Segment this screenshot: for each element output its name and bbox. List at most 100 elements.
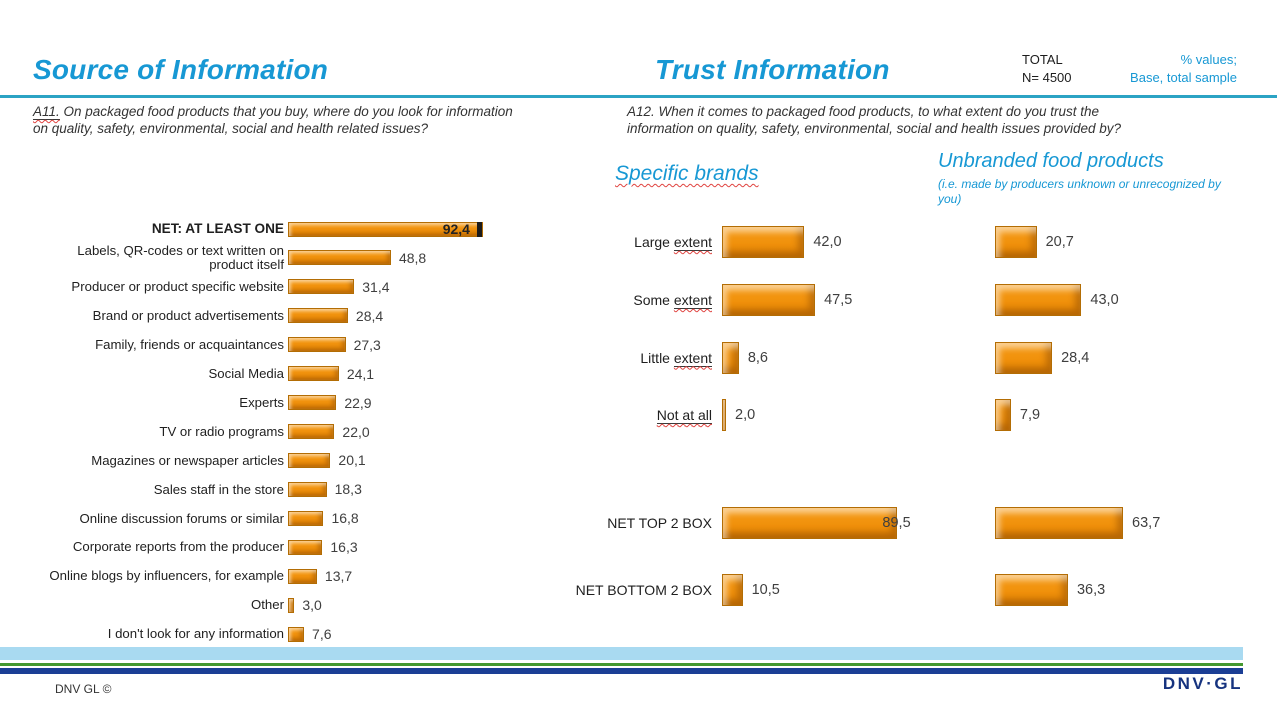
value-label: 48,8 — [398, 249, 427, 266]
chart-row: Corporate reports from the producer 16,3 — [36, 533, 358, 562]
bar — [288, 308, 348, 324]
bar — [288, 597, 295, 613]
chart-row: Brand or product advertisements 28,4 — [36, 301, 384, 330]
scale-label: Large extent — [634, 234, 712, 251]
value-label: 16,8 — [331, 510, 359, 527]
chart-row: Sales staff in the store 18,3 — [36, 475, 362, 504]
bar — [722, 341, 739, 374]
bar — [288, 250, 391, 266]
footer-band-lightblue — [0, 647, 1243, 660]
value-label: 31,4 — [362, 278, 390, 295]
bar — [722, 226, 805, 258]
bar — [995, 574, 1068, 606]
bar — [288, 337, 346, 353]
bar — [995, 226, 1037, 258]
category-label: Family, friends or acquaintances — [95, 336, 284, 352]
category-label: Magazines or newspaper articles — [91, 452, 284, 468]
values-note: % values; Base, total sample — [1130, 51, 1237, 87]
bar — [288, 626, 305, 642]
category-label: Online blogs by influencers, for example — [49, 568, 284, 584]
chart-row: Family, friends or acquaintances 27,3 — [36, 330, 381, 359]
question-a11: A11. On packaged food products that you … — [33, 103, 608, 137]
chart-row: Online discussion forums or similar 16,8 — [36, 504, 359, 533]
scale-label: NET TOP 2 BOX — [607, 515, 712, 531]
chart-row: 43,0 — [995, 284, 1119, 316]
values-note-line2: Base, total sample — [1130, 70, 1237, 85]
bar — [288, 366, 339, 382]
bar — [288, 279, 355, 295]
values-note-line1: % values; — [1180, 52, 1237, 67]
footer-band-navy — [0, 668, 1243, 674]
value-label: 20,7 — [1045, 234, 1074, 250]
value-label: 2,0 — [735, 407, 756, 423]
total-label: TOTAL — [1022, 52, 1063, 67]
bar — [722, 284, 816, 316]
unbranded-products-heading: Unbranded food products — [938, 150, 1164, 172]
value-label: 42,0 — [813, 234, 842, 250]
category-label: Sales staff in the store — [153, 481, 284, 497]
question-a12-line2: information on quality, safety, environm… — [627, 121, 1122, 136]
chart-row: 10,5 — [722, 574, 780, 606]
chart-row: NET: AT LEAST ONE 92,4 — [36, 215, 483, 244]
bar: 92,4 — [288, 221, 483, 237]
scale-label: Some extent — [633, 292, 712, 309]
chart-row: Labels, QR-codes or text written on produ… — [36, 243, 426, 272]
value-label: 43,0 — [1090, 292, 1119, 308]
dnv-gl-logo: DNV·GL — [1162, 674, 1243, 693]
value-label: 47,5 — [824, 292, 853, 308]
footer-band-green — [0, 663, 1243, 666]
value-label: 89,5 — [882, 515, 911, 531]
category-label: Brand or product advertisements — [92, 308, 284, 324]
bar — [995, 507, 1124, 539]
question-a11-line2: on quality, safety, environmental, socia… — [33, 121, 428, 136]
value-label: 28,4 — [1061, 349, 1090, 366]
bar — [288, 568, 317, 584]
bar — [995, 284, 1082, 316]
value-label: 10,5 — [751, 582, 780, 598]
category-label: Producer or product specific website — [71, 279, 284, 295]
chart-row: 63,7 — [995, 507, 1160, 539]
scale-label: Not at all — [656, 407, 712, 424]
question-a12-line1: A12. When it comes to packaged food prod… — [627, 104, 1100, 119]
chart-row: I don't look for any information 7,6 — [36, 620, 332, 649]
chart-row: Other 3,0 — [36, 591, 322, 620]
chart-row: 47,5 — [722, 284, 852, 316]
specific-brands-heading: Specific brands — [615, 162, 759, 185]
bar — [288, 481, 327, 497]
value-label: 27,3 — [353, 336, 381, 353]
chart-row: 20,7 — [995, 226, 1074, 258]
value-label: 92,4 — [442, 221, 470, 237]
chart-row: 28,4 — [995, 341, 1090, 374]
bar — [722, 399, 726, 431]
value-label: 24,1 — [346, 365, 375, 382]
value-label: 63,7 — [1132, 515, 1161, 531]
right-chart-title: Trust Information — [655, 54, 890, 85]
category-label: I don't look for any information — [107, 626, 284, 642]
category-label: Online discussion forums or similar — [79, 510, 284, 526]
bar — [288, 539, 323, 555]
chart-row: Online blogs by influencers, for example… — [36, 562, 352, 591]
value-label: 13,7 — [324, 568, 353, 585]
category-label: NET: AT LEAST ONE — [151, 221, 284, 237]
copyright-text: DNV GL © — [55, 682, 112, 696]
value-label: 16,3 — [330, 539, 358, 556]
bar — [995, 399, 1011, 431]
question-a11-line1: On packaged food products that you buy, … — [59, 104, 513, 119]
chart-row: TV or radio programs 22,0 — [36, 417, 369, 446]
bar — [722, 574, 743, 606]
bar-endcap — [476, 221, 482, 237]
chart-row: 36,3 — [995, 574, 1105, 606]
question-a11-prefix: A11. — [33, 104, 60, 119]
left-chart-title: Source of Information — [33, 54, 329, 85]
chart-row: Producer or product specific website 31,4 — [36, 272, 390, 301]
header-divider-line — [0, 95, 1277, 98]
chart-row: 8,6 — [722, 341, 768, 374]
chart-row: 2,0 — [722, 399, 755, 431]
chart-row: 7,9 — [995, 399, 1040, 431]
value-label: 36,3 — [1076, 582, 1106, 598]
bar — [288, 510, 324, 526]
chart-row: Experts 22,9 — [36, 388, 371, 417]
scale-label: NET BOTTOM 2 BOX — [575, 582, 712, 598]
chart-row: 42,0 — [722, 226, 842, 258]
